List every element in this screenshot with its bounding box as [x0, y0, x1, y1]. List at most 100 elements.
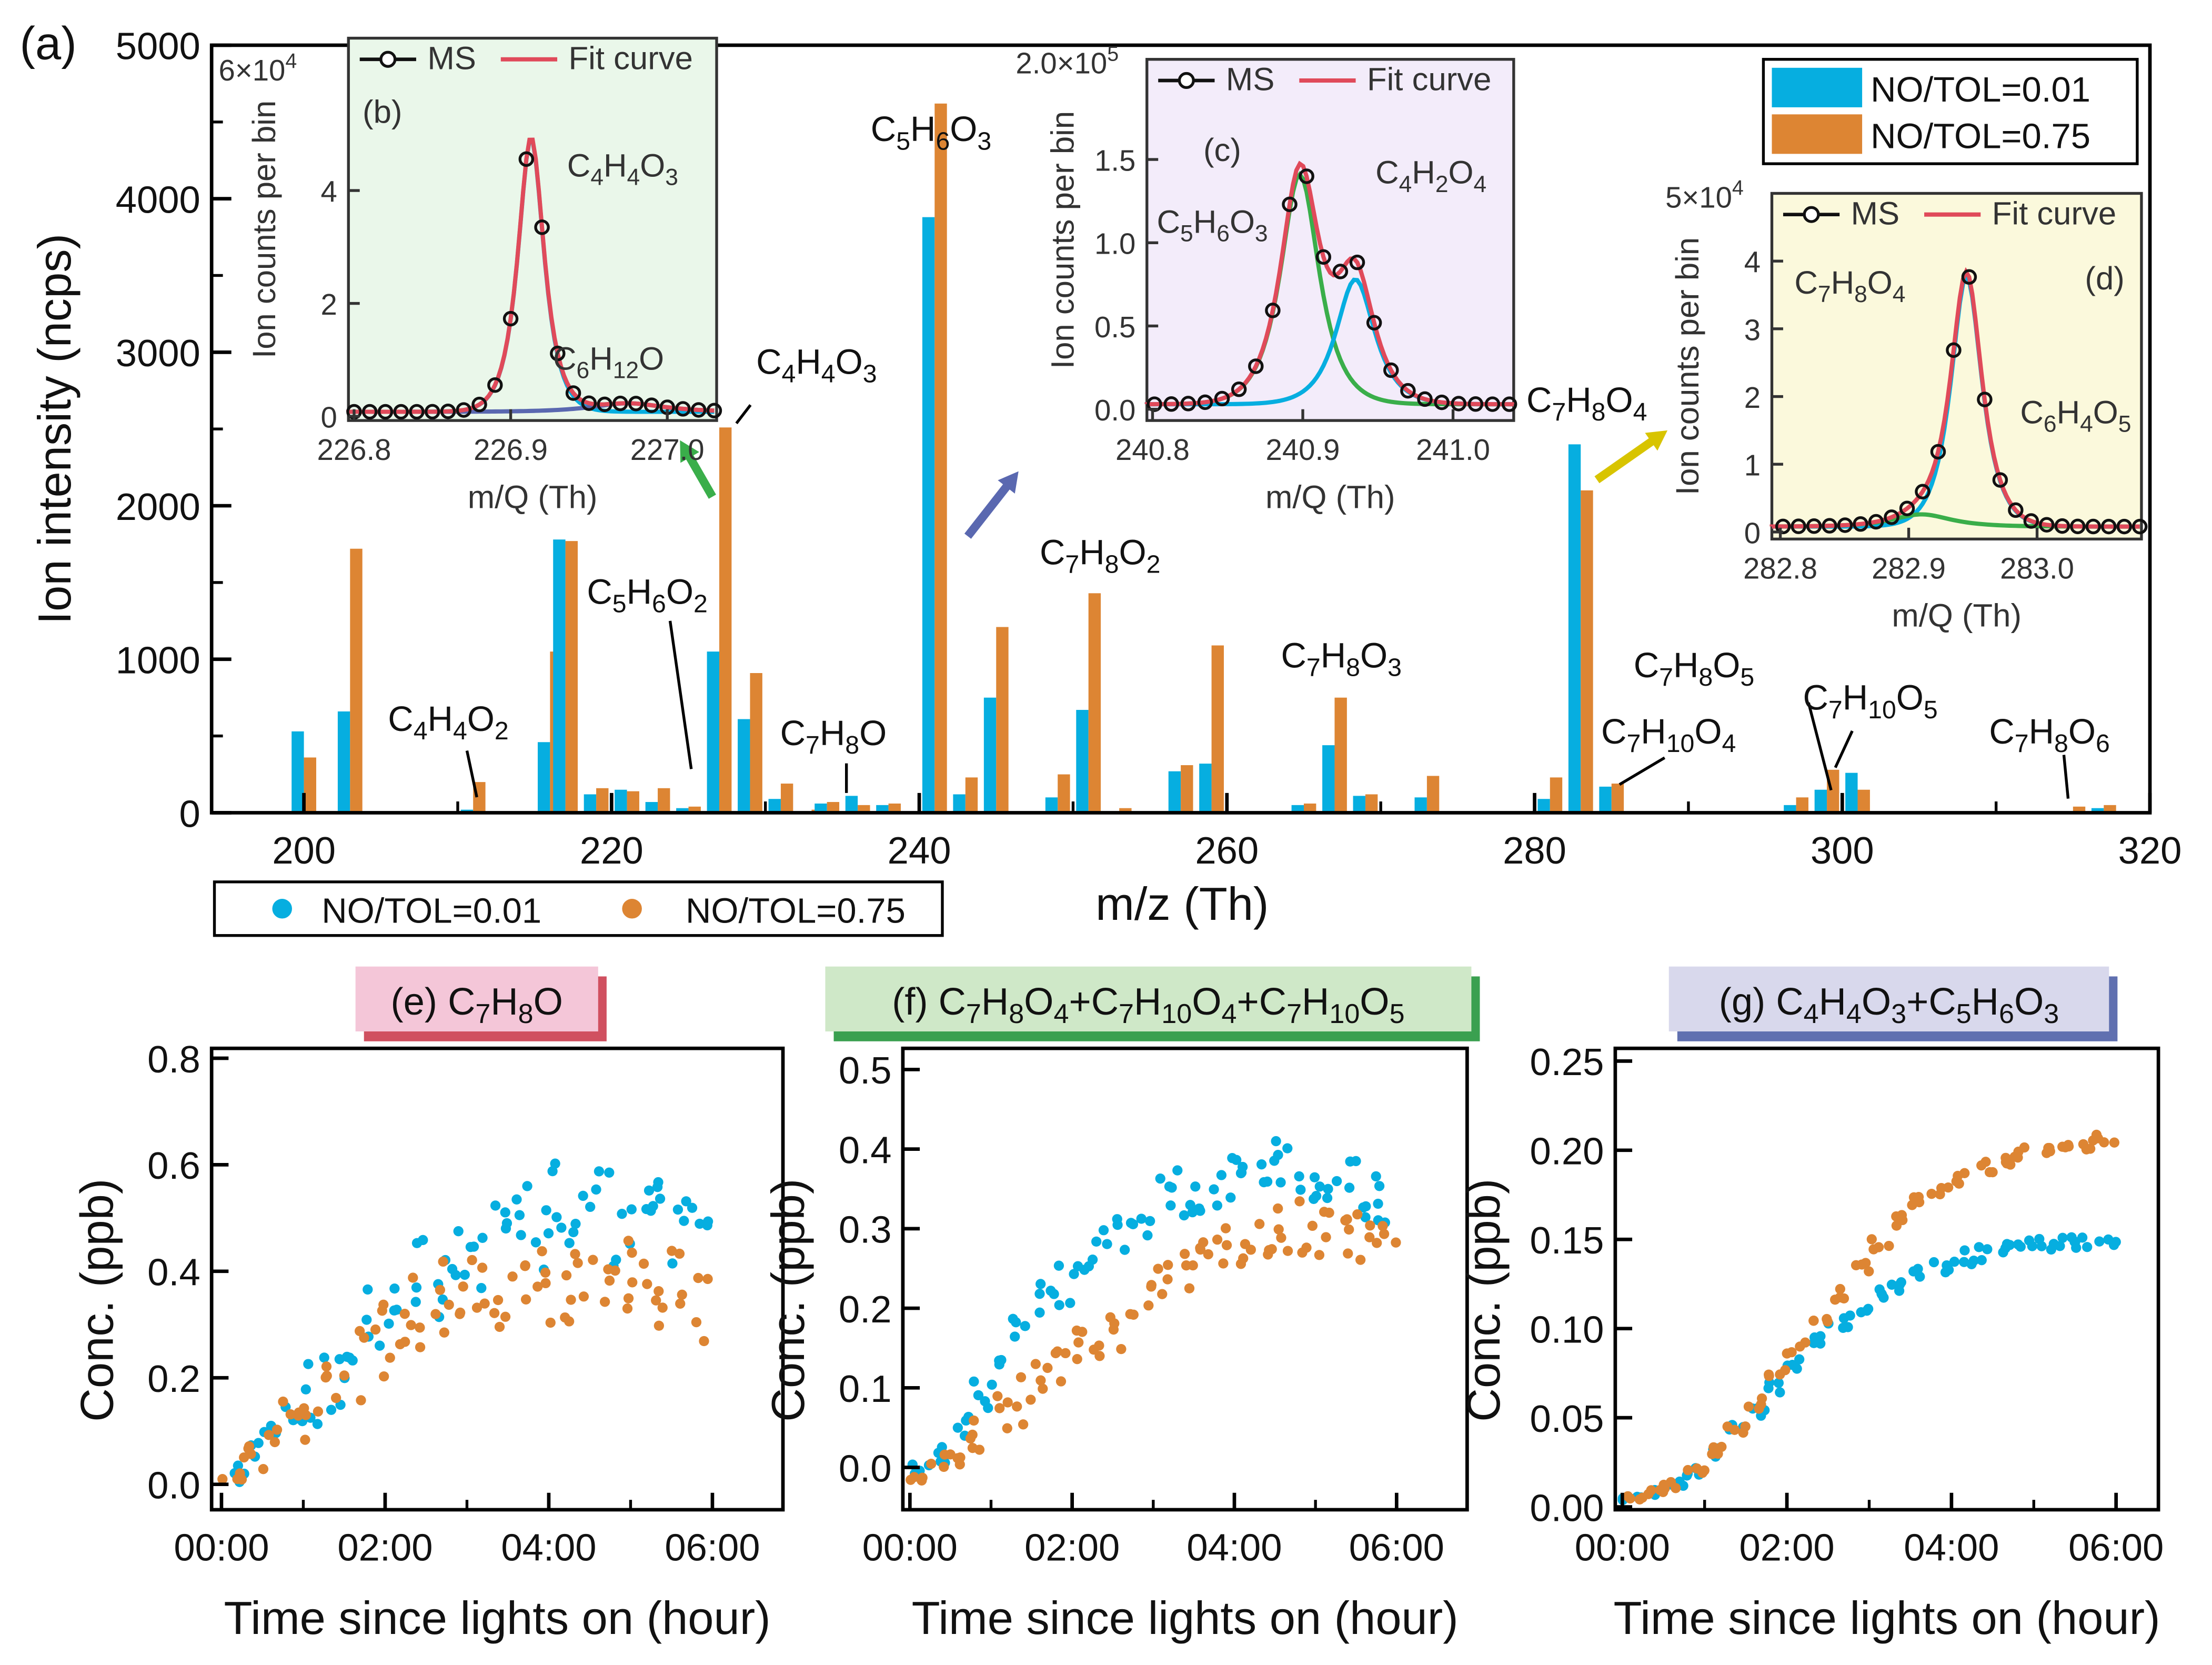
y-tick-label: 0.05 — [1530, 1398, 1604, 1440]
y-tick-label: 0 — [179, 793, 200, 835]
data-point-no-tol-075 — [239, 1452, 249, 1463]
data-point-no-tol-075 — [540, 1267, 551, 1278]
data-point-no-tol-001 — [2057, 1232, 2068, 1243]
data-point-no-tol-001 — [1008, 1313, 1018, 1324]
data-point-no-tol-075 — [1184, 1283, 1195, 1293]
panel-g: (g) C4H4O3+C5H6O3 00:00 02:00 04:00 06:00 0.0… — [1457, 966, 2164, 1644]
inset-legend-label: MS — [1851, 195, 1899, 232]
bar-no-tol-001 — [1414, 797, 1427, 813]
legend-label: NO/TOL=0.75 — [686, 891, 906, 931]
bar-no-tol-075 — [1334, 697, 1347, 813]
ms-data-point — [1332, 264, 1349, 279]
data-point-no-tol-001 — [1294, 1171, 1304, 1182]
data-point-no-tol-001 — [384, 1318, 394, 1329]
inset-x-tick-label: 240.9 — [1266, 433, 1340, 466]
data-point-no-tol-001 — [1878, 1292, 1889, 1303]
data-point-no-tol-001 — [1323, 1183, 1333, 1195]
data-point-no-tol-001 — [1231, 1155, 1242, 1165]
data-point-no-tol-075 — [1018, 1419, 1029, 1430]
inset-b: 226.8 226.9 227.0 0 2 4 m/Q (Th) Ion counts per… — [219, 36, 722, 515]
data-point-no-tol-001 — [1371, 1171, 1381, 1182]
data-point-no-tol-075 — [399, 1309, 410, 1319]
bar-no-tol-001 — [1045, 797, 1058, 813]
title-box — [1668, 966, 2109, 1032]
inset-legend-label: MS — [427, 41, 476, 77]
annotation-leader-line — [1807, 702, 1833, 791]
peak-annotation: C7H8O3 — [1281, 636, 1401, 681]
data-point-no-tol-075 — [566, 1295, 576, 1305]
ms-data-point — [1853, 516, 1868, 532]
data-point-no-tol-075 — [1743, 1401, 1754, 1412]
data-point-no-tol-075 — [320, 1372, 331, 1383]
data-point-no-tol-001 — [516, 1230, 526, 1240]
ms-data-point — [518, 151, 535, 167]
data-point-no-tol-001 — [655, 1193, 666, 1204]
data-point-no-tol-075 — [299, 1403, 309, 1413]
data-point-no-tol-001 — [1295, 1185, 1306, 1195]
inset-y-tick-label: 0 — [320, 401, 337, 434]
ms-data-point — [1791, 518, 1806, 534]
arrow-to-inset-c — [964, 471, 1019, 539]
data-point-no-tol-001 — [543, 1228, 554, 1239]
data-point-no-tol-001 — [570, 1218, 581, 1229]
data-point-no-tol-001 — [1874, 1284, 1885, 1295]
peak-annotation: C7H8O2 — [1040, 533, 1160, 579]
data-point-no-tol-075 — [2085, 1144, 2096, 1154]
data-point-no-tol-001 — [391, 1305, 402, 1315]
ms-data-point — [2116, 518, 2132, 535]
ms-data-point — [1282, 196, 1298, 213]
data-point-no-tol-001 — [1331, 1176, 1342, 1187]
ms-data-point — [471, 396, 487, 413]
data-point-no-tol-075 — [359, 1332, 369, 1343]
data-point-no-tol-075 — [217, 1474, 228, 1485]
data-point-no-tol-075 — [1864, 1266, 1874, 1277]
data-point-no-tol-075 — [1372, 1238, 1382, 1248]
bar-no-tol-075 — [750, 673, 762, 813]
x-axis-label: Time since lights on (hour) — [912, 1592, 1459, 1644]
data-point-no-tol-001 — [987, 1379, 997, 1390]
data-point-no-tol-001 — [1998, 1247, 2008, 1258]
data-point-no-tol-001 — [1345, 1156, 1355, 1167]
data-point-no-tol-075 — [1015, 1372, 1027, 1382]
bar-no-tol-001 — [845, 796, 858, 813]
data-point-no-tol-075 — [578, 1291, 589, 1302]
data-point-no-tol-075 — [1314, 1250, 1325, 1260]
arrow-head — [998, 471, 1019, 494]
inset-x-axis-label: m/Q (Th) — [1265, 479, 1395, 515]
ms-data-point — [1231, 382, 1247, 397]
x-tick-label: 02:00 — [337, 1526, 433, 1569]
inset-y-tick-label: 1.5 — [1094, 144, 1135, 177]
data-point-no-tol-001 — [1256, 1159, 1267, 1170]
y-tick-label: 0.25 — [1530, 1041, 1604, 1084]
data-point-no-tol-075 — [1245, 1245, 1256, 1255]
fit-curve — [1769, 267, 2140, 529]
arrow-head — [1645, 430, 1668, 451]
data-point-no-tol-001 — [952, 1422, 963, 1433]
y-tick-label: 0.8 — [147, 1038, 200, 1081]
data-point-no-tol-001 — [303, 1359, 314, 1369]
peak-annotation: C4H4O2 — [388, 699, 508, 745]
data-point-no-tol-001 — [679, 1216, 689, 1226]
bar-no-tol-075 — [996, 627, 1009, 813]
x-tick-label: 02:00 — [1024, 1526, 1120, 1569]
data-point-no-tol-001 — [453, 1226, 464, 1237]
data-point-no-tol-001 — [652, 1182, 663, 1192]
ms-data-point — [565, 385, 581, 401]
bar-no-tol-075 — [1365, 794, 1378, 813]
data-point-no-tol-001 — [1010, 1331, 1020, 1342]
inset-d: 282.8 282.9 283.0 0 1 2 3 4 m/Q (Th) Ion counts p… — [1665, 176, 2148, 634]
bar-no-tol-075 — [2104, 805, 2116, 813]
data-point-no-tol-075 — [1926, 1189, 1937, 1199]
data-point-no-tol-001 — [564, 1238, 575, 1248]
inset-c: 240.8 240.9 241.0 0.0 0.5 1.0 1.5 m/Q (Th) Ion c… — [1015, 42, 1517, 515]
data-point-no-tol-075 — [471, 1302, 482, 1313]
ms-data-point — [2101, 518, 2117, 535]
inset-legend-label: MS — [1226, 62, 1274, 98]
data-point-no-tol-001 — [1968, 1256, 1979, 1266]
ms-data-point — [612, 395, 628, 412]
data-point-no-tol-001 — [1172, 1165, 1183, 1176]
inset-peak-label: C7H8O4 — [1794, 265, 1905, 307]
data-point-no-tol-075 — [1220, 1223, 1231, 1233]
data-point-no-tol-001 — [1087, 1255, 1098, 1265]
ms-data-point — [425, 404, 440, 420]
